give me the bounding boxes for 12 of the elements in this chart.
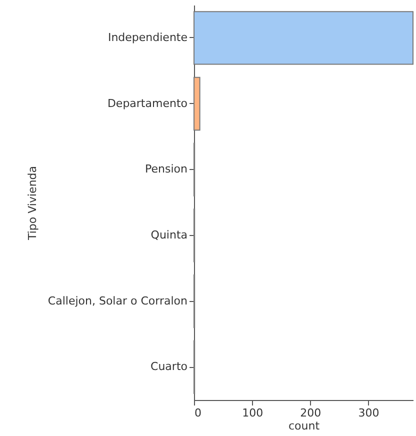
y-tick-label: Departamento	[107, 96, 188, 110]
x-tick-label: 200	[300, 406, 322, 420]
y-tick-label: Callejon, Solar o Corralon	[48, 294, 188, 308]
y-tick-label: Cuarto	[150, 360, 188, 374]
x-axis-title: count	[288, 420, 320, 432]
y-tick-label: Quinta	[150, 228, 188, 242]
x-tick-label: 100	[242, 406, 264, 420]
y-tick-label: Independiente	[108, 30, 188, 44]
x-tick-label: 300	[358, 406, 380, 420]
y-tick-label: Pension	[145, 162, 188, 176]
x-tick-label: 0	[194, 406, 202, 420]
y-axis-title: Tipo Vivienda	[26, 166, 39, 242]
